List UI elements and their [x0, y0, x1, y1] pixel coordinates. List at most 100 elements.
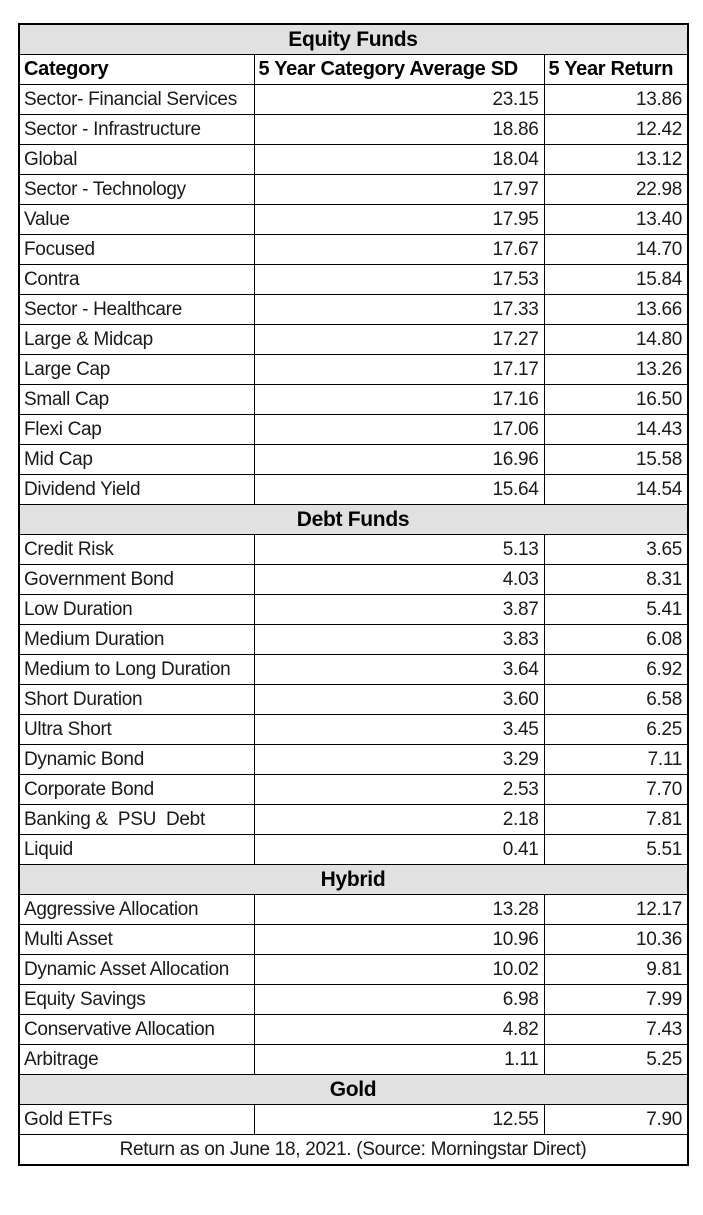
category-cell: Flexi Cap	[18, 414, 255, 445]
table-row: Dynamic Bond 3.29 7.11	[18, 744, 689, 775]
table-row: Contra 17.53 15.84	[18, 264, 689, 295]
return-value-cell: 7.90	[543, 1104, 689, 1135]
column-header: 5 Year Return	[543, 54, 689, 85]
table-row: Short Duration 3.60 6.58	[18, 684, 689, 715]
sd-value-cell: 17.67	[253, 234, 545, 265]
table-row: Dividend Yield 15.64 14.54	[18, 474, 689, 505]
sd-value-cell: 17.53	[253, 264, 545, 295]
table-row: Multi Asset 10.96 10.36	[18, 924, 689, 955]
return-value-cell: 13.40	[543, 204, 689, 235]
column-header-row: Category 5 Year Category Average SD 5 Year…	[18, 54, 689, 85]
table-row: Low Duration 3.87 5.41	[18, 594, 689, 625]
category-cell: Dynamic Asset Allocation	[18, 954, 255, 985]
sd-value-cell: 4.82	[253, 1014, 545, 1045]
table-row: Sector - Healthcare 17.33 13.66	[18, 294, 689, 325]
sd-value-cell: 16.96	[253, 444, 545, 475]
return-value-cell: 16.50	[543, 384, 689, 415]
sd-value-cell: 10.96	[253, 924, 545, 955]
sd-value-cell: 17.16	[253, 384, 545, 415]
category-cell: Sector - Infrastructure	[18, 114, 255, 145]
category-cell: Focused	[18, 234, 255, 265]
category-cell: Sector - Technology	[18, 174, 255, 205]
sd-value-cell: 3.83	[253, 624, 545, 655]
category-cell: Medium to Long Duration	[18, 654, 255, 685]
category-cell: Government Bond	[18, 564, 255, 595]
table-row: Value 17.95 13.40	[18, 204, 689, 235]
sd-value-cell: 3.60	[253, 684, 545, 715]
column-header: Category	[18, 54, 255, 85]
table-row: Dynamic Asset Allocation 10.02 9.81	[18, 954, 689, 985]
table-row: Ultra Short 3.45 6.25	[18, 714, 689, 745]
table-row: Global 18.04 13.12	[18, 144, 689, 175]
return-value-cell: 13.86	[543, 84, 689, 115]
category-cell: Large Cap	[18, 354, 255, 385]
table-row: Aggressive Allocation 13.28 12.17	[18, 894, 689, 925]
category-cell: Ultra Short	[18, 714, 255, 745]
category-cell: Mid Cap	[18, 444, 255, 475]
return-value-cell: 9.81	[543, 954, 689, 985]
table-row: Gold ETFs 12.55 7.90	[18, 1104, 689, 1135]
table-row: Mid Cap 16.96 15.58	[18, 444, 689, 475]
funds-table-body: Equity Funds Category 5 Year Category Aver…	[18, 23, 689, 1166]
category-cell: Medium Duration	[18, 624, 255, 655]
category-cell: Large & Midcap	[18, 324, 255, 355]
category-cell: Contra	[18, 264, 255, 295]
return-value-cell: 6.08	[543, 624, 689, 655]
section-title: Equity Funds	[18, 23, 689, 55]
return-value-cell: 13.66	[543, 294, 689, 325]
table-row: Corporate Bond 2.53 7.70	[18, 774, 689, 805]
sd-value-cell: 3.45	[253, 714, 545, 745]
section-header-row: Equity Funds	[18, 23, 689, 55]
category-cell: Aggressive Allocation	[18, 894, 255, 925]
return-value-cell: 13.26	[543, 354, 689, 385]
funds-table: Equity Funds Category 5 Year Category Aver…	[18, 23, 690, 1166]
sd-value-cell: 18.04	[253, 144, 545, 175]
return-value-cell: 15.58	[543, 444, 689, 475]
category-cell: Multi Asset	[18, 924, 255, 955]
table-row: Focused 17.67 14.70	[18, 234, 689, 265]
sd-value-cell: 3.87	[253, 594, 545, 625]
table-row: Conservative Allocation 4.82 7.43	[18, 1014, 689, 1045]
category-cell: Sector- Financial Services	[18, 84, 255, 115]
category-cell: Liquid	[18, 834, 255, 865]
category-cell: Dividend Yield	[18, 474, 255, 505]
return-value-cell: 7.11	[543, 744, 689, 775]
sd-value-cell: 0.41	[253, 834, 545, 865]
return-value-cell: 5.41	[543, 594, 689, 625]
return-value-cell: 14.54	[543, 474, 689, 505]
return-value-cell: 5.51	[543, 834, 689, 865]
category-cell: Value	[18, 204, 255, 235]
sd-value-cell: 3.29	[253, 744, 545, 775]
category-cell: Conservative Allocation	[18, 1014, 255, 1045]
sd-value-cell: 2.53	[253, 774, 545, 805]
return-value-cell: 8.31	[543, 564, 689, 595]
sd-value-cell: 10.02	[253, 954, 545, 985]
category-cell: Short Duration	[18, 684, 255, 715]
table-row: Flexi Cap 17.06 14.43	[18, 414, 689, 445]
return-value-cell: 12.42	[543, 114, 689, 145]
return-value-cell: 6.92	[543, 654, 689, 685]
column-header: 5 Year Category Average SD	[253, 54, 545, 85]
section-title: Debt Funds	[18, 504, 689, 535]
sd-value-cell: 17.95	[253, 204, 545, 235]
table-row: Medium to Long Duration 3.64 6.92	[18, 654, 689, 685]
table-row: Large & Midcap 17.27 14.80	[18, 324, 689, 355]
table-row: Sector - Technology 17.97 22.98	[18, 174, 689, 205]
table-row: Equity Savings 6.98 7.99	[18, 984, 689, 1015]
sd-value-cell: 12.55	[253, 1104, 545, 1135]
sd-value-cell: 3.64	[253, 654, 545, 685]
sd-value-cell: 18.86	[253, 114, 545, 145]
sd-value-cell: 5.13	[253, 534, 545, 565]
sd-value-cell: 17.27	[253, 324, 545, 355]
category-cell: Arbitrage	[18, 1044, 255, 1075]
table-row: Government Bond 4.03 8.31	[18, 564, 689, 595]
section-header-row: Hybrid	[18, 864, 689, 895]
category-cell: Corporate Bond	[18, 774, 255, 805]
sd-value-cell: 17.97	[253, 174, 545, 205]
return-value-cell: 6.58	[543, 684, 689, 715]
return-value-cell: 7.81	[543, 804, 689, 835]
category-cell: Credit Risk	[18, 534, 255, 565]
sd-value-cell: 6.98	[253, 984, 545, 1015]
sd-value-cell: 4.03	[253, 564, 545, 595]
table-row: Banking & PSU Debt 2.18 7.81	[18, 804, 689, 835]
